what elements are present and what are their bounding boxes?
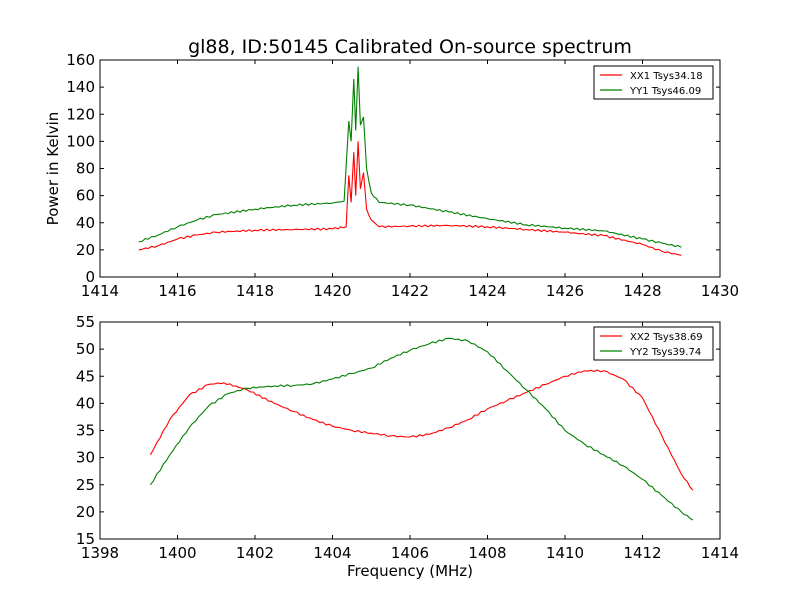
top-series-line-2 (138, 66, 682, 248)
bottom-x-tick-label: 1398 (81, 544, 119, 562)
bottom-y-tick-label: 35 (76, 422, 95, 440)
top-y-tick-label: 40 (76, 214, 95, 232)
top-y-tick-label: 100 (66, 132, 95, 150)
top-y-tick-label: 140 (66, 78, 95, 96)
top-legend-label-1: XX1 Tsys34.18 (630, 71, 703, 82)
bottom-legend-label-2: YY2 Tsys39.74 (629, 347, 701, 358)
bottom-x-tick-label: 1400 (158, 544, 196, 562)
top-y-tick-label: 80 (76, 160, 95, 178)
bottom-y-tick-label: 40 (76, 394, 95, 412)
bottom-y-tick-label: 45 (76, 367, 95, 385)
bottom-legend-label-1: XX2 Tsys38.69 (630, 332, 703, 343)
top-legend-box (593, 65, 714, 100)
top-x-tick-label: 1416 (158, 282, 196, 300)
bottom-y-tick-label: 30 (76, 449, 95, 467)
bottom-x-axis-label: Frequency (MHz) (347, 562, 473, 580)
bottom-series-line-1 (149, 369, 694, 491)
bottom-x-tick-label: 1410 (546, 544, 584, 562)
top-y-tick-label: 0 (85, 268, 95, 286)
bottom-x-tick-label: 1404 (313, 544, 351, 562)
bottom-x-tick-label: 1402 (236, 544, 274, 562)
bottom-x-tick-label: 1406 (391, 544, 429, 562)
bottom-y-tick-label: 50 (76, 340, 95, 358)
top-y-tick-label: 60 (76, 187, 95, 205)
top-x-tick-label: 1426 (546, 282, 584, 300)
bottom-series-line-2 (149, 337, 694, 521)
bottom-legend-box (593, 326, 714, 361)
bottom-y-tick-label: 20 (76, 503, 95, 521)
top-y-tick-label: 20 (76, 241, 95, 259)
top-x-tick-label: 1430 (701, 282, 739, 300)
top-y-tick-label: 120 (66, 105, 95, 123)
bottom-x-tick-label: 1414 (701, 544, 739, 562)
top-x-tick-label: 1418 (236, 282, 274, 300)
top-series-line-1 (138, 141, 682, 256)
bottom-panel: 1398 1400 1402 1404 1406 1408 1410 1412 1414 15 20… (76, 313, 739, 562)
bottom-y-tick-label: 15 (76, 530, 95, 548)
bottom-legend: XX2 Tsys38.69 YY2 Tsys39.74 (593, 326, 714, 361)
chart-title: gl88, ID:50145 Calibrated On-source spec… (188, 36, 632, 58)
top-x-tick-label: 1420 (313, 282, 351, 300)
top-x-tick-label: 1428 (623, 282, 661, 300)
bottom-x-tick-label: 1408 (468, 544, 506, 562)
top-y-axis-label: Power in Kelvin (44, 112, 62, 226)
top-x-tick-label: 1424 (468, 282, 506, 300)
top-legend-label-2: YY1 Tsys46.09 (629, 86, 701, 97)
bottom-y-tick-label: 55 (76, 313, 95, 331)
top-x-tick-label: 1414 (81, 282, 119, 300)
bottom-x-tick-label: 1412 (623, 544, 661, 562)
top-panel: 1414 1416 1418 1420 1422 1424 1426 1428 1430 0 20 4… (66, 51, 739, 300)
top-legend: XX1 Tsys34.18 YY1 Tsys46.09 (593, 65, 714, 100)
top-x-tick-label: 1422 (391, 282, 429, 300)
top-y-tick-label: 160 (66, 51, 95, 69)
bottom-y-tick-label: 25 (76, 476, 95, 494)
